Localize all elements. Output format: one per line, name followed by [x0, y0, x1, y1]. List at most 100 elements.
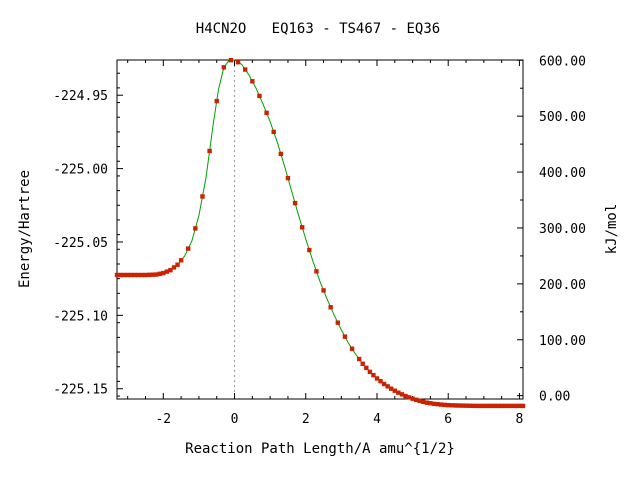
- series-line: [117, 59, 523, 407]
- data-point-12: [157, 271, 162, 277]
- data-point-31: [271, 129, 276, 135]
- y2-tick-label-5: 500.00: [539, 110, 586, 125]
- data-point-46: [367, 369, 373, 375]
- data-point-63: [428, 401, 433, 406]
- data-point-11: [153, 272, 159, 277]
- data-point-28: [250, 79, 255, 84]
- y2-tick-label-3: 300.00: [539, 222, 586, 237]
- data-point-87: [513, 403, 519, 409]
- x-tick-label-0: -2: [155, 412, 171, 427]
- data-point-84: [502, 403, 508, 409]
- data-point-29: [257, 93, 262, 99]
- data-point-54: [396, 390, 401, 395]
- data-point-4: [129, 272, 134, 278]
- data-point-69: [449, 403, 454, 408]
- data-point-13: [161, 270, 166, 276]
- data-point-9: [146, 272, 152, 278]
- data-point-25: [228, 57, 234, 63]
- data-point-1: [118, 272, 123, 278]
- data-point-24: [221, 65, 227, 70]
- data-point-86: [510, 403, 515, 409]
- y2-axis-label: kJ/mol: [604, 204, 620, 255]
- data-point-35: [299, 225, 305, 230]
- data-point-77: [478, 403, 483, 409]
- data-point-62: [424, 400, 430, 405]
- x-axis-label: Reaction Path Length/A amu^{1/2}: [185, 441, 455, 457]
- data-point-73: [463, 403, 469, 408]
- data-point-83: [499, 403, 504, 409]
- data-point-68: [446, 402, 451, 408]
- data-point-67: [442, 402, 447, 408]
- y2-tick-label-1: 100.00: [539, 334, 586, 349]
- data-point-74: [467, 403, 472, 408]
- data-point-36: [307, 247, 312, 253]
- data-point-17: [175, 262, 180, 267]
- data-point-27: [243, 67, 248, 72]
- x-tick-label-5: 8: [516, 412, 524, 427]
- data-point-38: [321, 288, 326, 293]
- data-point-0: [114, 272, 120, 278]
- data-point-39: [328, 305, 333, 310]
- plot-area: -2 0 2 4 6 8 -224.95 -225.00 -225.05 -225.10 -225.…: [53, 54, 586, 427]
- data-point-18: [178, 258, 184, 263]
- data-point-53: [392, 388, 397, 393]
- data-point-55: [399, 392, 405, 397]
- data-point-50: [381, 381, 387, 387]
- y2-tick-label-4: 400.00: [539, 166, 586, 181]
- y2-tick-label-0: 0.00: [539, 390, 570, 405]
- data-point-10: [150, 272, 155, 277]
- data-point-72: [460, 403, 465, 408]
- y2-tick-label-6: 600.00: [539, 54, 586, 69]
- data-point-30: [264, 110, 269, 116]
- data-point-48: [374, 376, 380, 381]
- data-point-44: [360, 361, 365, 366]
- data-point-89: [520, 403, 526, 409]
- data-point-58: [410, 396, 415, 401]
- data-point-14: [164, 269, 170, 274]
- data-point-60: [417, 398, 422, 404]
- data-point-64: [431, 401, 437, 407]
- data-point-82: [495, 403, 501, 409]
- chart-title: H4CN2O EQ163 - TS467 - EQ36: [196, 21, 440, 37]
- data-point-26: [235, 60, 241, 65]
- data-point-37: [314, 269, 319, 274]
- data-point-7: [139, 272, 145, 278]
- x-tick-label-4: 6: [444, 412, 452, 427]
- data-point-78: [481, 403, 487, 409]
- data-point-59: [413, 397, 419, 403]
- data-point-23: [214, 98, 219, 104]
- x-tick-label-3: 4: [373, 412, 381, 427]
- data-point-43: [356, 356, 362, 362]
- data-point-22: [207, 148, 212, 154]
- data-point-3: [125, 272, 130, 278]
- data-point-47: [371, 372, 376, 378]
- data-point-40: [335, 320, 341, 325]
- y-tick-label-2: -225.05: [53, 236, 108, 251]
- data-point-6: [136, 272, 141, 278]
- y-tick-label-4: -225.15: [53, 383, 108, 398]
- data-point-52: [389, 386, 394, 391]
- data-point-5: [132, 272, 138, 278]
- y-axis-label: Energy/Hartree: [17, 170, 33, 288]
- y-tick-label-1: -225.00: [53, 163, 108, 178]
- data-point-76: [474, 403, 479, 409]
- x-tick-label-2: 2: [302, 412, 310, 427]
- data-point-66: [438, 402, 444, 407]
- data-point-32: [278, 151, 284, 157]
- data-point-70: [453, 403, 458, 408]
- data-point-88: [517, 403, 522, 409]
- data-point-34: [292, 200, 298, 206]
- data-point-33: [285, 175, 291, 181]
- y-tick-label-3: -225.10: [53, 309, 108, 324]
- data-point-20: [193, 226, 198, 231]
- data-point-19: [186, 246, 191, 251]
- data-point-16: [171, 265, 177, 270]
- data-point-81: [492, 403, 497, 409]
- data-point-65: [435, 402, 440, 407]
- x-tick-label-1: 0: [231, 412, 239, 427]
- data-point-45: [364, 365, 369, 371]
- data-point-42: [349, 346, 355, 351]
- data-point-15: [168, 267, 173, 273]
- plot-frame: [116, 59, 524, 400]
